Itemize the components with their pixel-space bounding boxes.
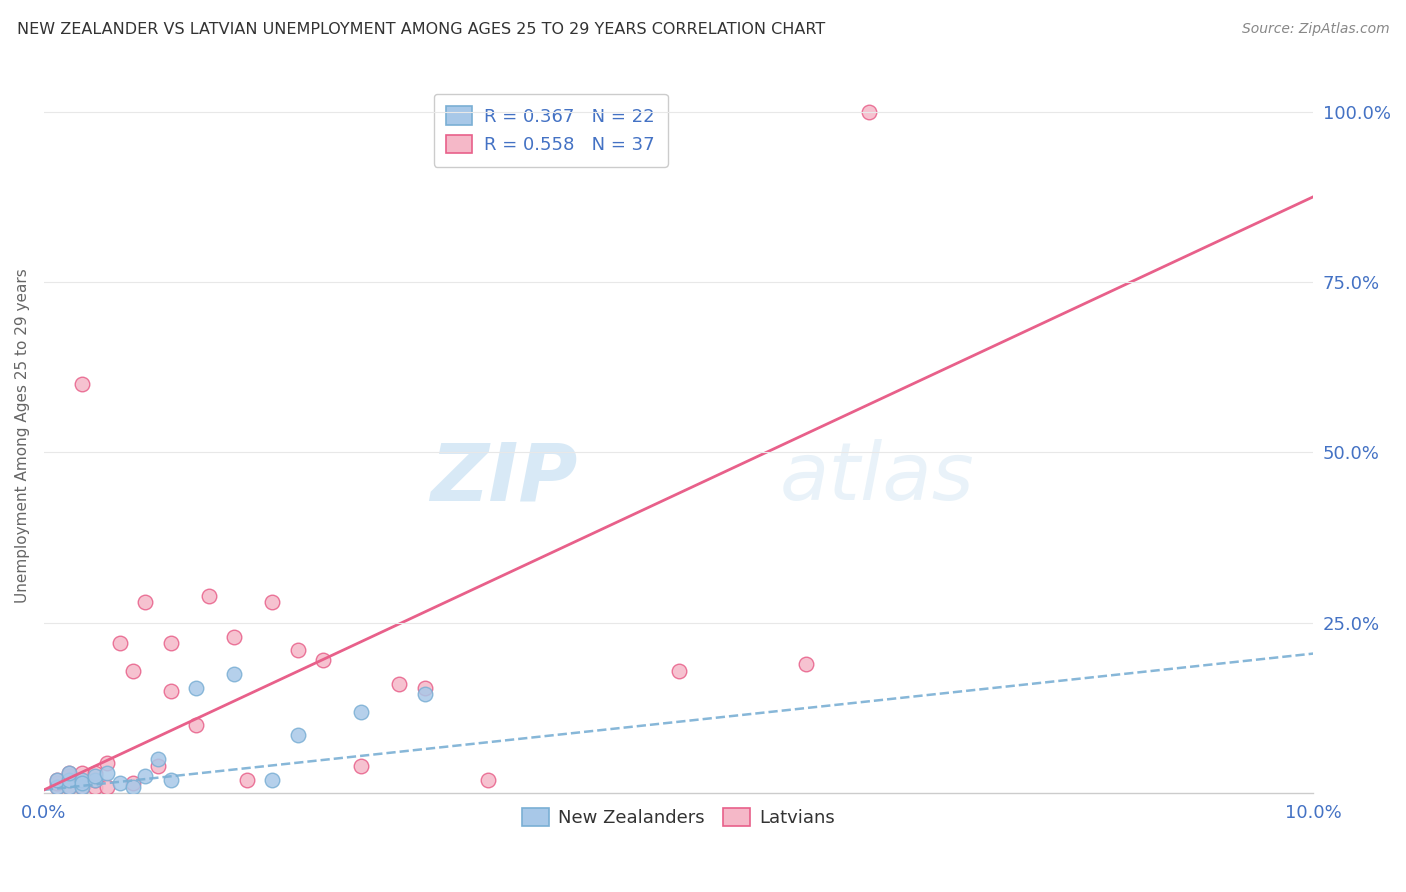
Point [96, 780, 118, 794]
Point [96, 756, 118, 770]
Y-axis label: Unemployment Among Ages 25 to 29 years: Unemployment Among Ages 25 to 29 years [15, 268, 30, 603]
Point [83, 765, 105, 780]
Point [858, 104, 880, 119]
Point [70, 772, 93, 787]
Point [121, 776, 143, 790]
Point [413, 688, 436, 702]
Text: atlas: atlas [780, 440, 974, 517]
Point [159, 636, 181, 650]
Point [58, 780, 80, 794]
Point [45, 780, 67, 794]
Point [159, 772, 181, 787]
Point [70, 780, 93, 794]
Point [224, 630, 246, 644]
Point [45, 772, 67, 787]
Text: Source: ZipAtlas.com: Source: ZipAtlas.com [1241, 22, 1389, 37]
Point [108, 636, 131, 650]
Point [70, 772, 93, 787]
Point [45, 772, 67, 787]
Point [146, 759, 169, 773]
Point [83, 780, 105, 794]
Point [58, 769, 80, 783]
Point [287, 728, 309, 742]
Point [186, 718, 208, 732]
Legend: New Zealanders, Latvians: New Zealanders, Latvians [515, 801, 842, 834]
Point [121, 664, 143, 678]
Point [83, 769, 105, 783]
Point [58, 772, 80, 787]
Point [236, 772, 259, 787]
Point [83, 772, 105, 787]
Point [668, 664, 690, 678]
Point [70, 377, 93, 392]
Point [794, 657, 817, 671]
Point [262, 772, 284, 787]
Point [186, 681, 208, 695]
Point [312, 653, 335, 667]
Point [287, 643, 309, 657]
Point [96, 765, 118, 780]
Point [388, 677, 411, 691]
Point [70, 776, 93, 790]
Point [83, 772, 105, 787]
Point [70, 765, 93, 780]
Text: ZIP: ZIP [430, 440, 576, 517]
Point [45, 780, 67, 794]
Point [350, 759, 373, 773]
Point [477, 772, 499, 787]
Point [159, 684, 181, 698]
Point [58, 772, 80, 787]
Point [70, 780, 93, 794]
Point [134, 595, 156, 609]
Point [58, 765, 80, 780]
Point [58, 780, 80, 794]
Point [58, 765, 80, 780]
Point [262, 595, 284, 609]
Point [134, 769, 156, 783]
Point [146, 752, 169, 766]
Point [108, 776, 131, 790]
Text: NEW ZEALANDER VS LATVIAN UNEMPLOYMENT AMONG AGES 25 TO 29 YEARS CORRELATION CHAR: NEW ZEALANDER VS LATVIAN UNEMPLOYMENT AM… [17, 22, 825, 37]
Point [45, 776, 67, 790]
Point [121, 780, 143, 794]
Point [350, 705, 373, 719]
Point [224, 667, 246, 681]
Point [198, 589, 221, 603]
Point [413, 681, 436, 695]
